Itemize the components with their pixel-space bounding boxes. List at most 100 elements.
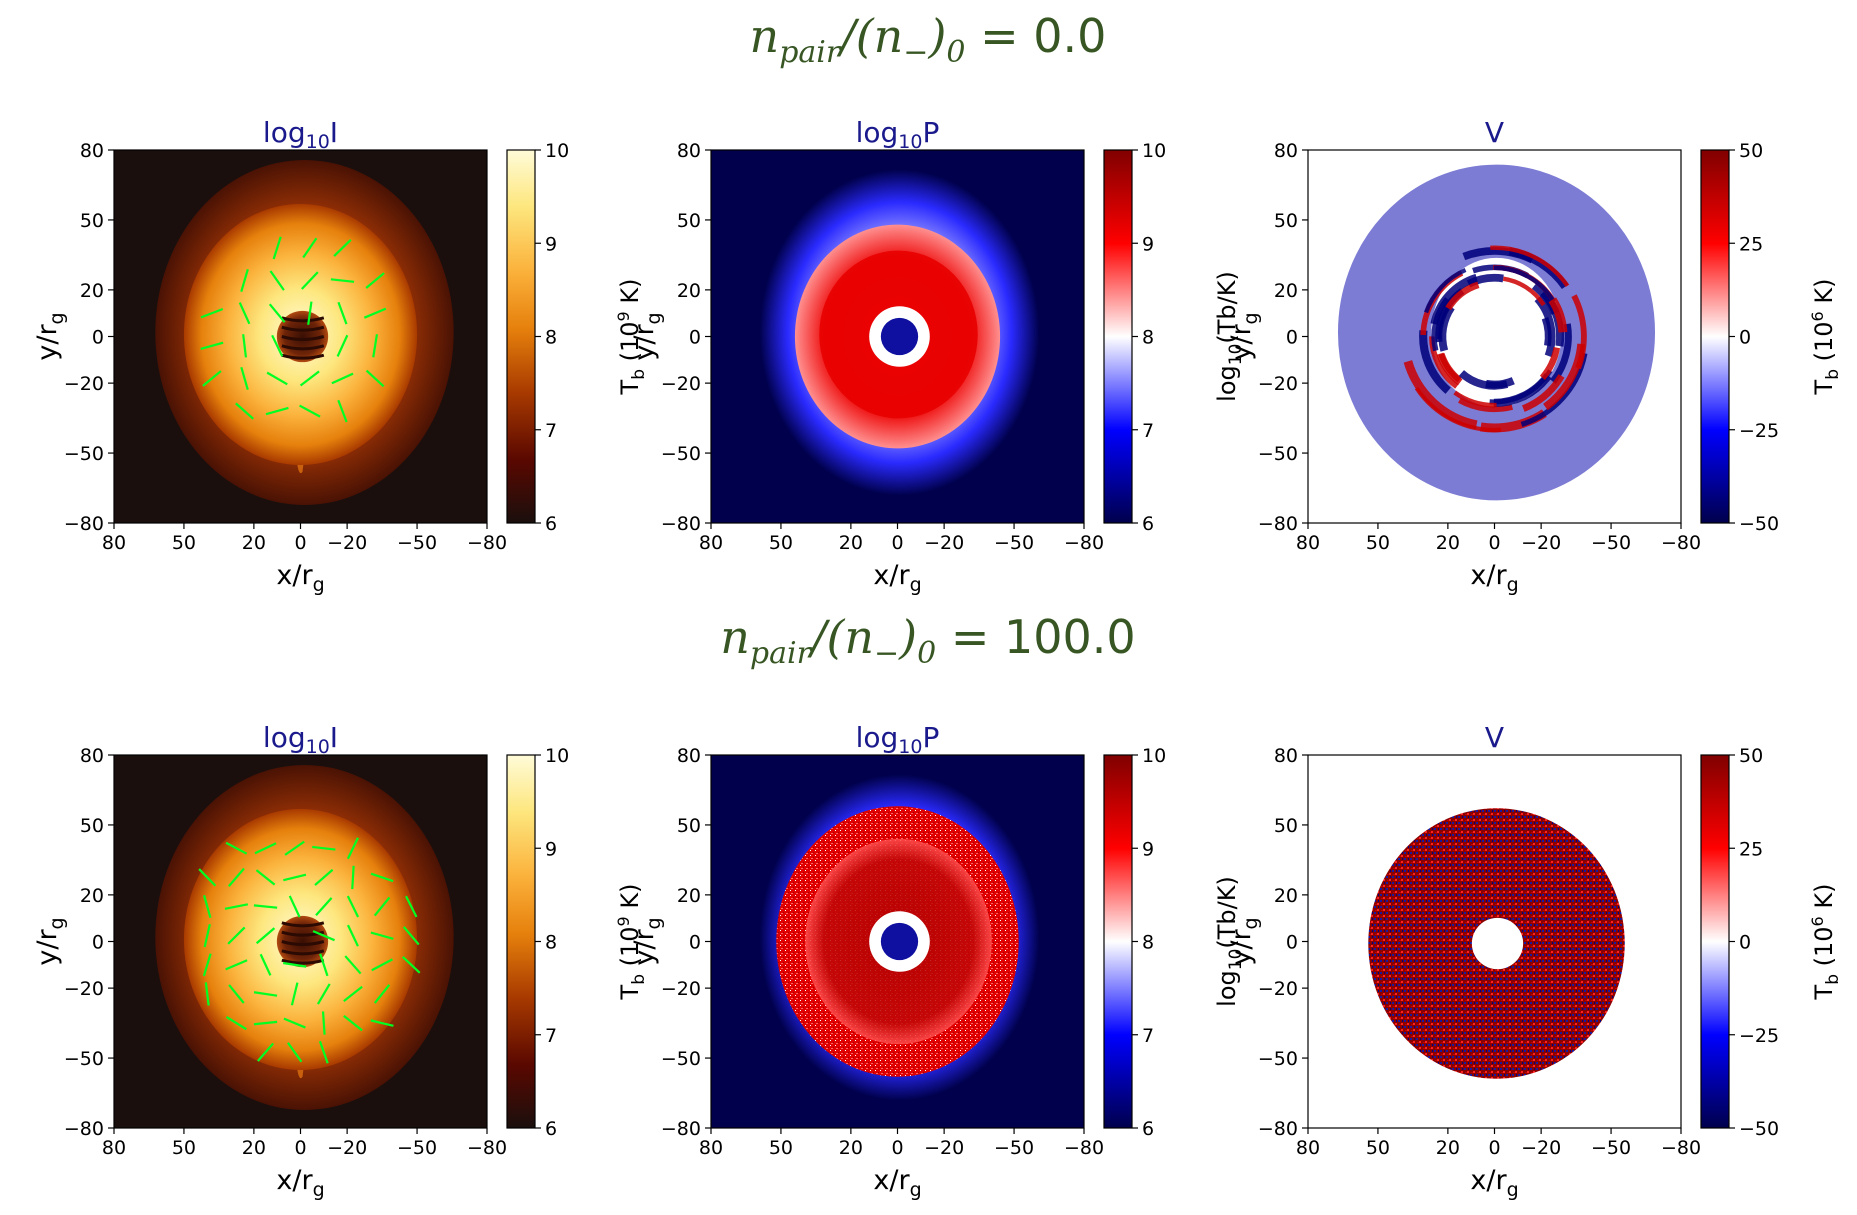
hole xyxy=(880,317,919,356)
evpa-tick xyxy=(290,982,299,1006)
y-tick-label: −50 xyxy=(64,443,104,465)
colorbar xyxy=(1103,754,1133,1129)
x-axis-label: x/rg xyxy=(1470,560,1518,596)
colorbar-tick-label: 25 xyxy=(1739,838,1763,860)
evpa-tick xyxy=(235,402,255,420)
colorbar-tick-label: 7 xyxy=(1142,420,1154,442)
panel-0-0: 80 50 20 0 −20 −50 −808050200−20−50−80log10Ix/… xyxy=(32,116,649,596)
evpa-tick xyxy=(272,236,282,260)
evpa-tick xyxy=(373,896,391,917)
x-axis-label: x/rg xyxy=(276,560,324,596)
x-axis-label: x/rg xyxy=(873,560,921,596)
y-tick-label: 80 xyxy=(1274,745,1298,767)
x-tick-label: 20 xyxy=(242,532,266,554)
evpa-ticks xyxy=(200,236,387,423)
x-tick-label: −80 xyxy=(467,532,507,554)
evpa-tick xyxy=(227,867,245,887)
evpa-tick xyxy=(198,868,217,887)
x-tick-label: 20 xyxy=(1436,532,1460,554)
y-tick-label: 80 xyxy=(677,140,701,162)
colorbar-tick-label: 9 xyxy=(545,838,557,860)
circular-ring xyxy=(1337,164,1656,501)
y-tick-label: −50 xyxy=(64,1048,104,1070)
y-tick-label: 50 xyxy=(80,815,104,837)
colorbar-label: log10(Tb/K) xyxy=(1213,876,1246,1007)
swirl xyxy=(1444,281,1480,311)
x-tick-label: −20 xyxy=(1521,1137,1561,1159)
evpa-tick xyxy=(225,1016,247,1031)
y-tick-label: 0 xyxy=(1286,327,1298,349)
colorbar-tick-label: 50 xyxy=(1739,140,1763,162)
x-tick-label: −50 xyxy=(397,1137,437,1159)
evpa-tick xyxy=(307,301,313,325)
x-tick-label: 50 xyxy=(1366,532,1390,554)
evpa-tick xyxy=(318,1040,329,1064)
image-area xyxy=(1308,755,1681,1128)
y-tick-label: −80 xyxy=(661,513,701,535)
evpa-tick xyxy=(283,1017,306,1029)
colorbar-tick-label: 0 xyxy=(1739,932,1751,954)
photon-ring-band xyxy=(281,921,325,928)
x-tick-label: −80 xyxy=(1064,532,1104,554)
evpa-tick xyxy=(321,1011,326,1035)
colorbar-label: Tb (106 K) xyxy=(1808,884,1843,1001)
x-tick-label: −20 xyxy=(924,1137,964,1159)
evpa-tick xyxy=(203,895,212,919)
evpa-tick xyxy=(346,837,359,860)
y-tick-label: 80 xyxy=(677,745,701,767)
colorbar-tick-label: −50 xyxy=(1739,513,1779,535)
panel-title: log10I xyxy=(263,116,338,153)
x-tick-label: 0 xyxy=(294,532,306,554)
y-tick-label: 50 xyxy=(677,815,701,837)
image-area xyxy=(711,150,1084,523)
x-tick-label: 0 xyxy=(1488,532,1500,554)
y-tick-label: 50 xyxy=(677,210,701,232)
evpa-tick xyxy=(203,924,211,948)
evpa-tick xyxy=(370,872,394,883)
y-tick-label: 20 xyxy=(80,280,104,302)
colorbar-tick-label: 8 xyxy=(1142,932,1154,954)
x-tick-label: 50 xyxy=(172,1137,196,1159)
y-tick-label: 20 xyxy=(1274,280,1298,302)
colorbar-label: Tb (109 K) xyxy=(614,884,649,1001)
evpa-tick xyxy=(343,985,363,1003)
evpa-tick xyxy=(240,366,249,390)
evpa-tick xyxy=(224,903,249,910)
evpa-tick xyxy=(257,1042,275,1062)
evpa-tick xyxy=(242,334,248,358)
y-tick-label: 0 xyxy=(689,327,701,349)
colorbar-tick-label: 10 xyxy=(545,140,569,162)
evpa-tick xyxy=(401,956,421,974)
x-tick-label: −50 xyxy=(397,532,437,554)
swirl xyxy=(1550,323,1572,384)
y-tick-label: −80 xyxy=(1258,1118,1298,1140)
evpa-tick xyxy=(331,372,354,385)
evpa-tick xyxy=(365,369,385,388)
colorbar-tick-label: 8 xyxy=(545,327,557,349)
evpa-tick xyxy=(225,841,248,855)
colorbar xyxy=(506,754,536,1129)
swirl xyxy=(1438,304,1455,352)
x-tick-label: 0 xyxy=(294,1137,306,1159)
evpa-tick xyxy=(269,270,285,291)
evpa-tick xyxy=(314,868,334,886)
x-tick-label: 0 xyxy=(891,532,903,554)
colorbar-tick-label: 25 xyxy=(1739,233,1763,255)
evpa-tick xyxy=(302,237,318,259)
y-tick-label: 20 xyxy=(677,885,701,907)
evpa-tick xyxy=(227,926,246,945)
x-axis-label: x/rg xyxy=(873,1165,921,1201)
colorbar-tick-label: 7 xyxy=(545,420,557,442)
panel-1-1: 80 50 20 0 −20 −50 −808050200−20−50−80log10Px/… xyxy=(629,721,1246,1201)
x-tick-label: −50 xyxy=(994,1137,1034,1159)
evpa-tick xyxy=(299,370,320,387)
colorbar-tick-label: 6 xyxy=(1142,1118,1154,1140)
x-tick-label: −20 xyxy=(327,532,367,554)
x-tick-label: 0 xyxy=(1488,1137,1500,1159)
y-tick-label: −50 xyxy=(1258,443,1298,465)
x-tick-label: 50 xyxy=(769,1137,793,1159)
colorbar-label: Tb (106 K) xyxy=(1808,279,1843,396)
y-tick-label: 0 xyxy=(689,932,701,954)
evpa-tick xyxy=(372,334,379,358)
